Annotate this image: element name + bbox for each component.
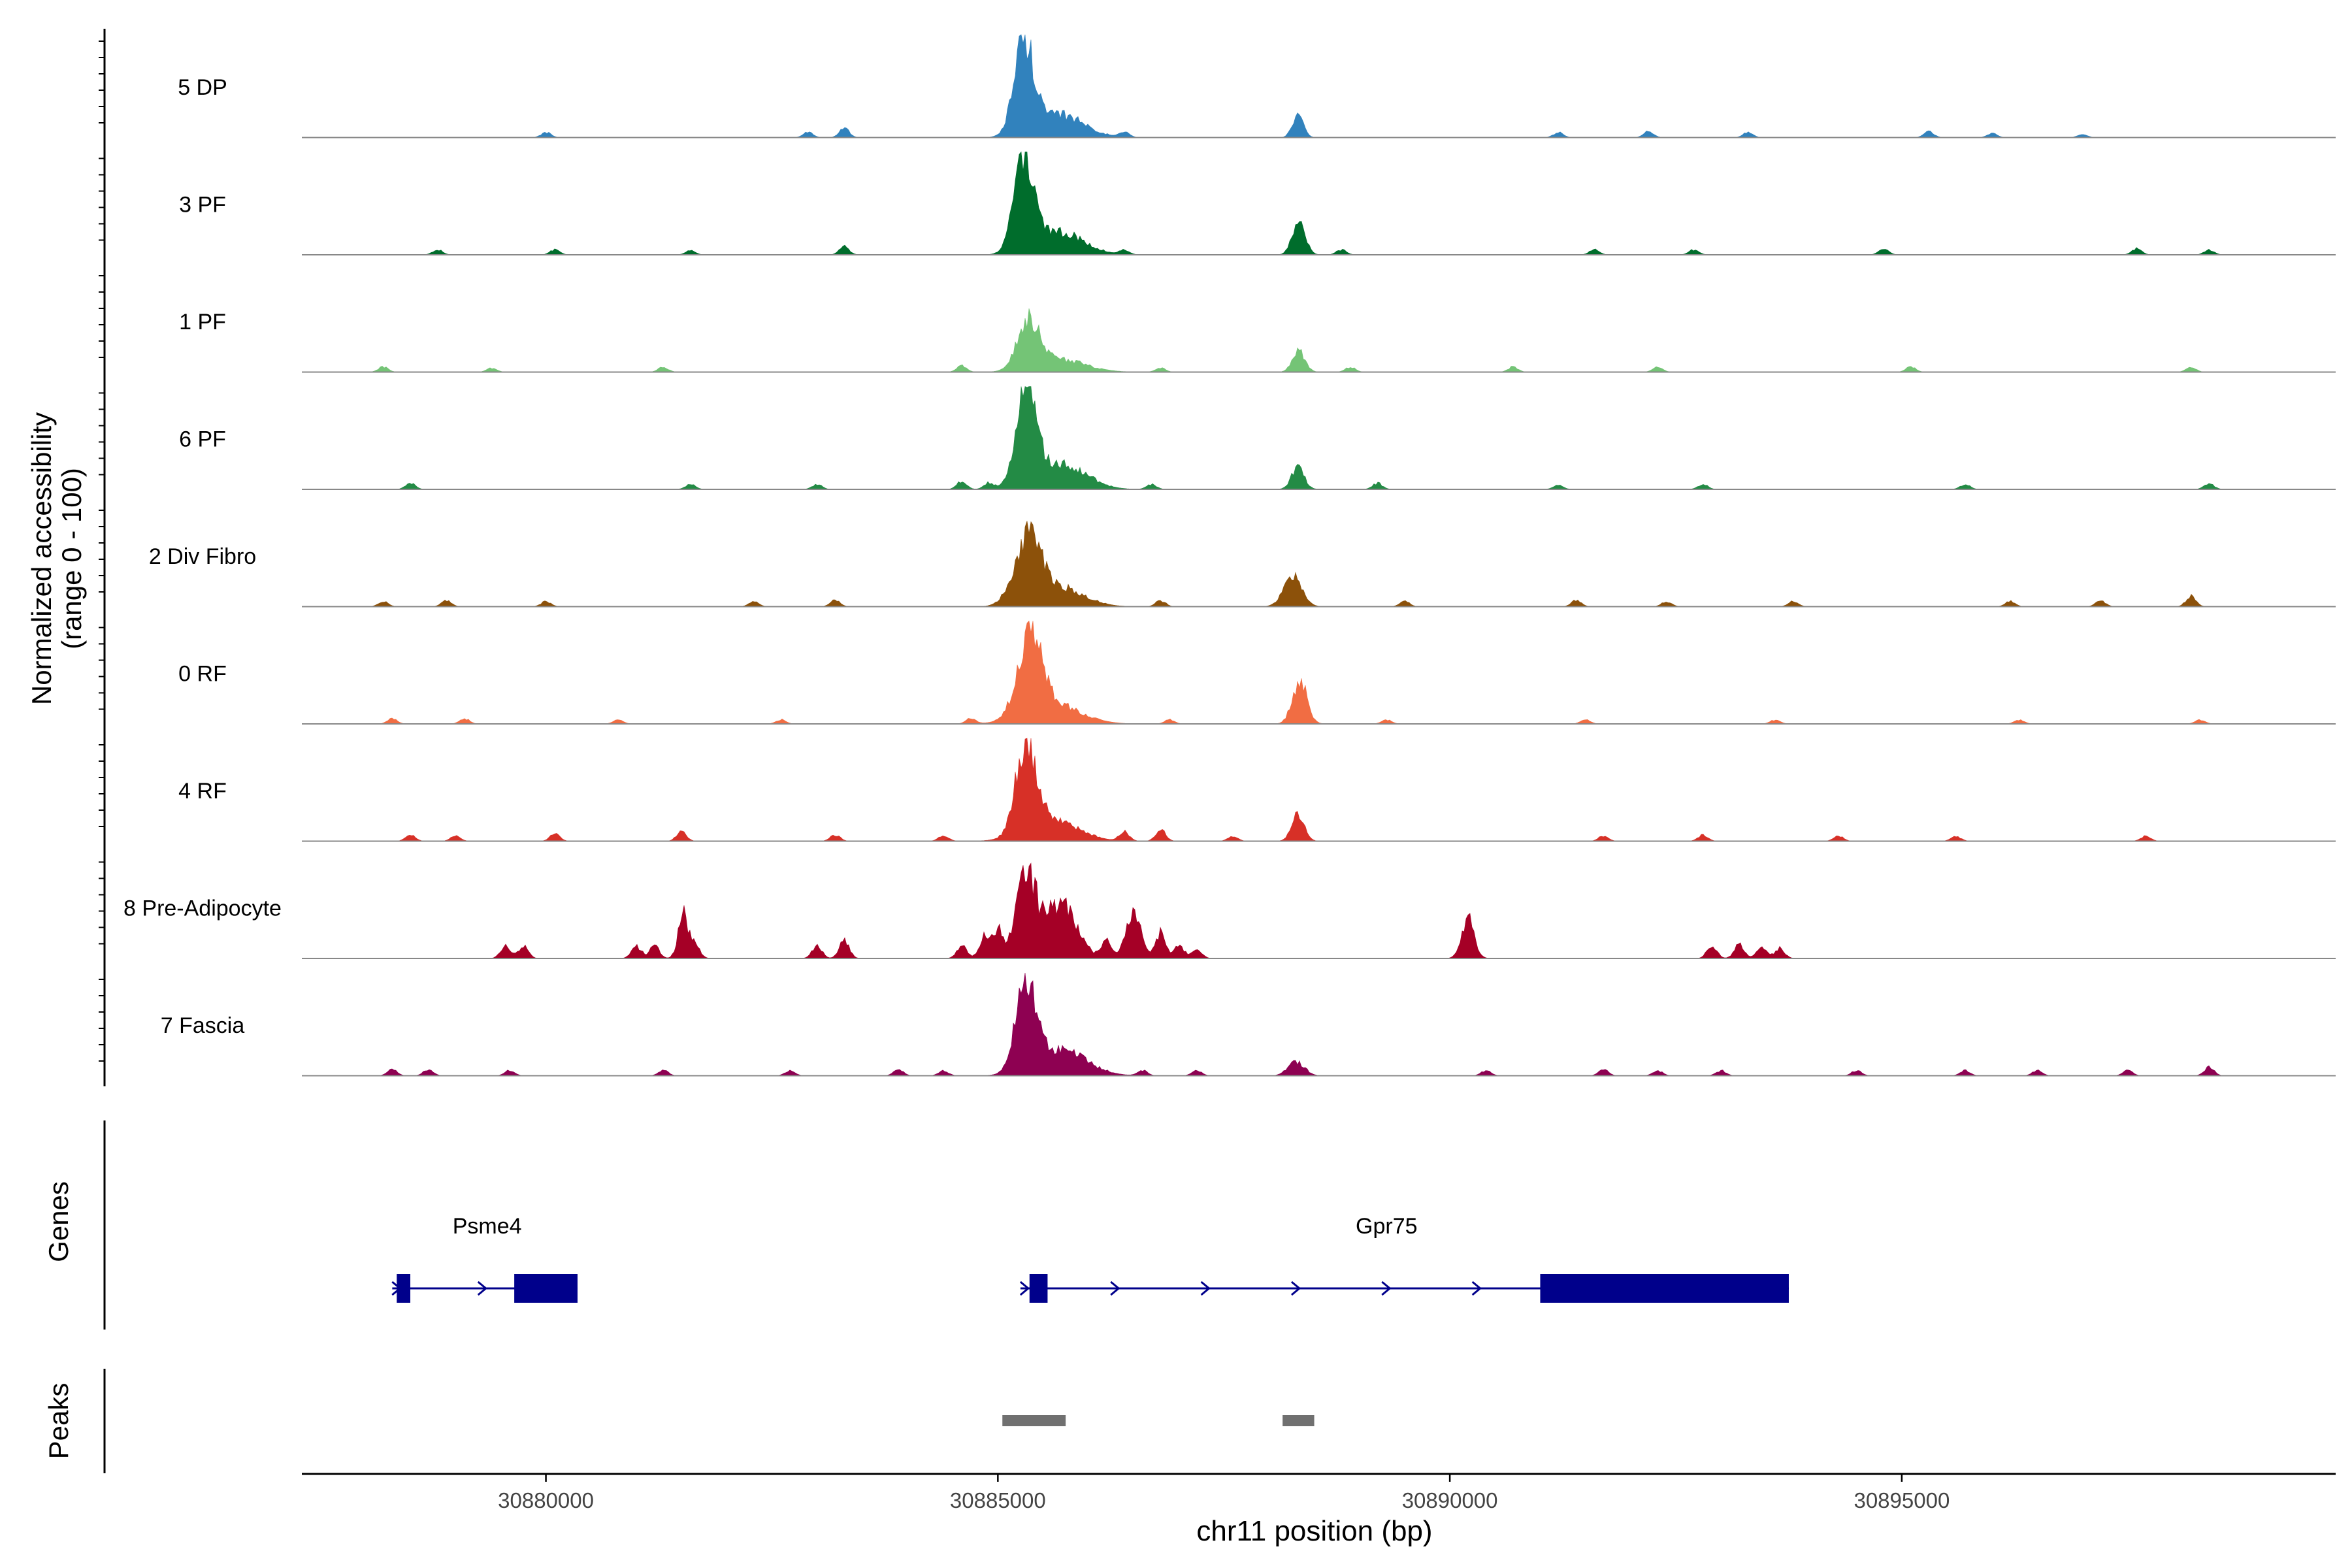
coverage-area <box>302 386 2336 490</box>
track-label: 1 PF <box>179 310 226 335</box>
track-2-div-fibro: 2 Div Fibro <box>149 521 2336 608</box>
track-label: 2 Div Fibro <box>149 544 256 569</box>
coverage-area <box>302 521 2336 607</box>
y-axis-label-line2: (range 0 - 100) <box>56 468 87 649</box>
strand-arrow <box>1019 1281 1030 1296</box>
track-1-pf: 1 PF <box>179 308 2336 373</box>
gene-label: Gpr75 <box>1356 1214 1418 1239</box>
peak-region-bar <box>1282 1415 1315 1426</box>
track-label: 0 RF <box>178 662 227 687</box>
track-7-fascia: 7 Fascia <box>161 972 2336 1077</box>
strand-arrow <box>391 1281 402 1296</box>
peaks-axis-label: Peaks <box>43 1383 74 1460</box>
strand-arrow <box>1200 1281 1211 1296</box>
x-tick-label: 30880000 <box>498 1488 594 1512</box>
track-8-pre-adipocyte: 8 Pre-Adipocyte <box>123 862 2336 959</box>
x-tick-label: 30895000 <box>1854 1488 1950 1512</box>
x-axis: 30880000 30885000 30890000 30895000 <box>302 1473 2336 1512</box>
coverage-area <box>302 620 2336 725</box>
strand-arrow <box>1110 1281 1120 1296</box>
coverage-area <box>302 34 2336 138</box>
left-axes <box>99 29 106 1473</box>
track-label: 5 DP <box>178 75 227 100</box>
x-tick-label: 30890000 <box>1402 1488 1498 1512</box>
track-label: 6 PF <box>179 427 226 452</box>
coverage-area <box>302 862 2336 959</box>
track-label: 8 Pre-Adipocyte <box>123 896 282 921</box>
gene-label: Psme4 <box>453 1214 522 1239</box>
gene-annotations: Psme4 Gpr75 <box>391 1214 1789 1303</box>
track-0-rf: 0 RF <box>178 620 2336 725</box>
gene-exon <box>397 1274 411 1303</box>
track-label: 7 Fascia <box>161 1013 245 1038</box>
x-axis-label: chr11 position (bp) <box>1196 1515 1432 1547</box>
track-4-rf: 4 RF <box>178 738 2336 842</box>
peak-regions <box>1002 1415 1315 1426</box>
genes-axis-label: Genes <box>43 1181 74 1262</box>
peak-region-bar <box>1002 1415 1066 1426</box>
y-axis-label-line1: Normalized accessibility <box>26 412 57 705</box>
coverage-tracks: 5 DP 3 PF 1 PF 6 PF 2 Div Fibro 0 RF 4 RF 8 Pre… <box>123 34 2336 1077</box>
gene-exon <box>1540 1274 1789 1303</box>
track-label: 3 PF <box>179 193 226 218</box>
track-3-pf: 3 PF <box>179 151 2336 255</box>
gene-gpr75: Gpr75 <box>1019 1214 1789 1303</box>
track-6-pf: 6 PF <box>179 386 2336 490</box>
coverage-area <box>302 972 2336 1076</box>
track-5-dp: 5 DP <box>178 34 2336 139</box>
strand-arrow <box>1471 1281 1482 1296</box>
coverage-area <box>302 738 2336 841</box>
gene-exon <box>514 1274 578 1303</box>
strand-arrow <box>1381 1281 1392 1296</box>
coverage-area <box>302 308 2336 372</box>
track-label: 4 RF <box>178 779 227 804</box>
x-tick-label: 30885000 <box>950 1488 1046 1512</box>
gene-exon <box>1029 1274 1048 1303</box>
coverage-area <box>302 151 2336 255</box>
strand-arrow <box>1290 1281 1301 1296</box>
strand-arrow <box>477 1281 488 1296</box>
gene-psme4: Psme4 <box>391 1214 578 1303</box>
